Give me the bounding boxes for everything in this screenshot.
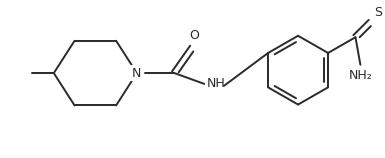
Text: NH₂: NH₂ [348,69,372,82]
Text: S: S [374,6,382,19]
Text: NH: NH [207,77,226,90]
Text: O: O [190,29,199,43]
Text: N: N [132,67,142,80]
